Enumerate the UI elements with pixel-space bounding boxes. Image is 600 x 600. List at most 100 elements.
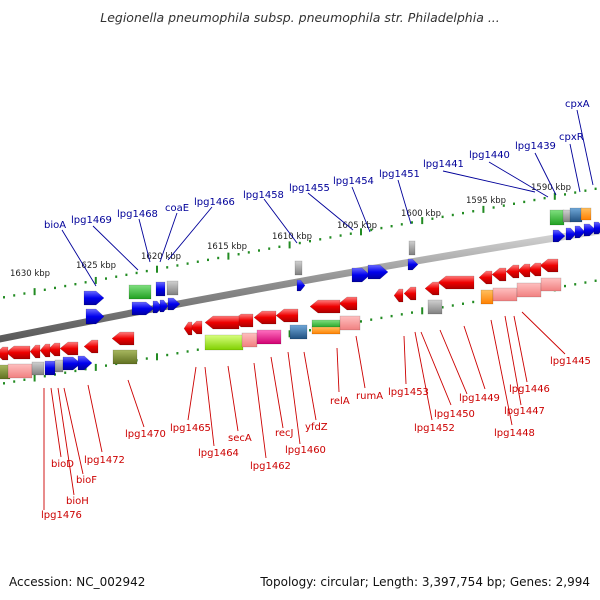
minor-tick — [43, 375, 46, 378]
minor-tick — [400, 223, 403, 226]
reverse-gene-arrow — [403, 286, 417, 301]
gene-label-biof: bioF — [76, 475, 97, 486]
minor-tick — [564, 193, 566, 196]
feature-block — [492, 287, 518, 302]
forward-leader-lines — [61, 109, 594, 287]
minor-tick — [594, 279, 597, 282]
minor-tick — [380, 226, 383, 230]
kbp-label: 1615 kbp — [207, 242, 247, 252]
minor-tick — [339, 234, 342, 237]
minor-tick — [411, 311, 413, 314]
forward-gene-arrow — [552, 229, 566, 243]
minor-tick — [74, 369, 77, 373]
gene-label-seca: secA — [228, 433, 252, 444]
feature-block — [540, 277, 562, 292]
minor-tick — [105, 364, 107, 367]
reverse-gene-arrow — [491, 267, 507, 282]
forward-gene-arrow — [574, 225, 586, 239]
forward-gene-arrow — [367, 264, 389, 280]
forward-gene-arrow — [77, 355, 93, 371]
minor-tick — [441, 215, 444, 219]
reverse-gene-arrow — [59, 341, 79, 356]
major-tick — [33, 288, 36, 296]
minor-tick — [237, 253, 240, 256]
forward-gene-arrow — [407, 258, 419, 271]
minor-tick — [13, 294, 16, 297]
minor-tick — [574, 283, 577, 286]
reverse-gene-arrow — [29, 344, 41, 359]
feature-block — [31, 361, 45, 376]
minor-tick — [309, 329, 311, 332]
minor-tick — [43, 288, 46, 291]
reverse-gene-arrow — [393, 288, 404, 303]
forward-gene-arrow — [583, 223, 597, 237]
minor-tick — [441, 306, 444, 309]
reverse-gene-arrow — [189, 320, 203, 335]
reverse-leader-lines — [43, 311, 566, 510]
minor-tick — [543, 196, 546, 200]
feature-block — [204, 334, 244, 351]
minor-tick — [3, 382, 5, 385]
gene-label-lpg1465: lpg1465 — [170, 423, 211, 434]
major-tick — [553, 192, 556, 200]
minor-tick — [584, 189, 587, 192]
major-tick — [227, 252, 230, 260]
feature-block — [128, 284, 152, 300]
minor-tick — [462, 302, 464, 305]
minor-tick — [258, 249, 260, 252]
forward-gene-box — [44, 360, 56, 376]
map-title: Legionella pneumophila subsp. pneumophil… — [100, 10, 500, 25]
minor-tick — [217, 256, 220, 260]
minor-tick — [23, 292, 26, 295]
minor-tick — [523, 200, 526, 204]
reverse-gene-arrow — [5, 345, 31, 360]
minor-tick — [84, 281, 87, 284]
minor-tick — [380, 316, 383, 320]
reverse-gene-arrow — [505, 264, 520, 279]
minor-tick — [349, 232, 352, 235]
feature-block — [294, 260, 303, 276]
major-tick — [360, 228, 362, 236]
reverse-gene-arrow — [517, 263, 531, 278]
minor-tick — [278, 245, 281, 248]
forward-gene-arrow — [167, 297, 181, 311]
forward-gene-arrow — [85, 308, 105, 325]
forward-gene-arrow — [159, 299, 169, 313]
minor-tick — [176, 352, 179, 355]
feature-block — [580, 207, 592, 221]
minor-tick — [451, 304, 454, 307]
minor-tick — [74, 282, 77, 286]
forward-gene-arrow — [83, 290, 105, 306]
gene-label-lpg1458: lpg1458 — [243, 190, 284, 201]
gene-label-lpg1448: lpg1448 — [494, 428, 535, 439]
kbp-label: 1590 kbp — [531, 183, 571, 193]
minor-tick — [166, 266, 169, 269]
minor-tick — [492, 206, 495, 209]
gene-label-lpg1451: lpg1451 — [379, 169, 420, 180]
minor-tick — [594, 187, 597, 191]
feature-block — [427, 299, 443, 315]
kbp-label: 1625 kbp — [76, 261, 116, 271]
gene-label-rela: relA — [330, 396, 350, 407]
minor-tick — [84, 367, 87, 371]
gene-label-lpg1469: lpg1469 — [71, 215, 112, 226]
major-tick — [156, 265, 158, 273]
accession-text: Accession: NC_002942 — [9, 575, 146, 589]
minor-tick — [472, 300, 475, 304]
forward-gene-arrow — [62, 356, 82, 371]
gene-label-yfdz: yfdZ — [305, 422, 328, 433]
gene-features — [0, 207, 600, 380]
kbp-label: 1620 kbp — [141, 252, 181, 262]
forward-gene-arrow — [152, 300, 163, 314]
minor-tick — [207, 258, 209, 262]
feature-block — [516, 282, 542, 298]
kbp-labels: 1630 kbp 1625 kbp 1620 kbp 1615 kbp 1610… — [10, 183, 571, 279]
gene-label-lpg1450: lpg1450 — [434, 409, 475, 420]
gene-label-ruma: rumA — [356, 391, 383, 402]
feature-block — [339, 315, 361, 331]
reverse-gene-arrow — [539, 258, 559, 273]
gene-label-lpg1455: lpg1455 — [289, 183, 330, 194]
reverse-gene-arrow — [527, 262, 542, 277]
feature-block — [569, 207, 583, 223]
gene-label-lpg1464: lpg1464 — [198, 448, 239, 459]
